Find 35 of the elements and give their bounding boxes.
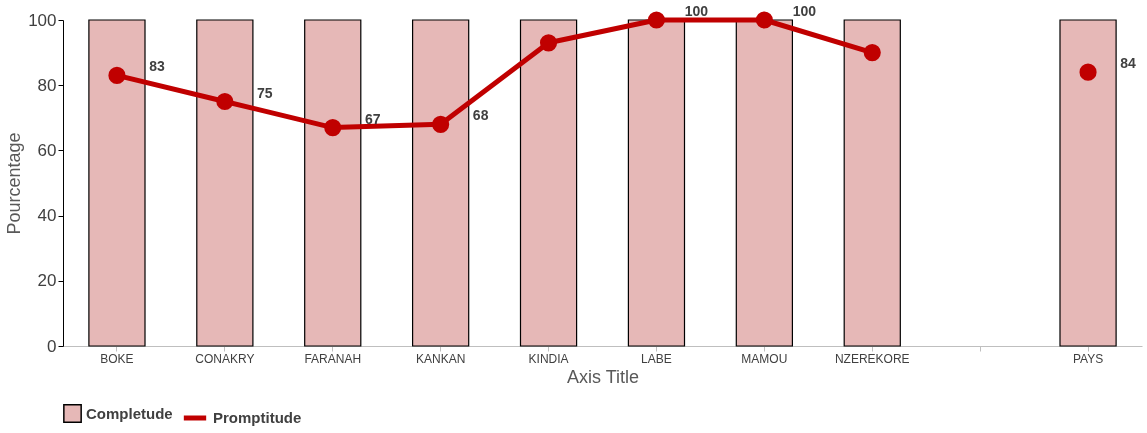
x-tick-label: CONAKRY (195, 351, 255, 366)
point (432, 115, 450, 133)
x-tick-label: PAYS (1072, 351, 1104, 366)
x-tick-label: NZEREKORE (834, 351, 910, 366)
data-label: 100 (792, 3, 817, 19)
point (324, 119, 342, 137)
y-tick-label: 80 (37, 75, 57, 95)
x-tick-label: BOKE (100, 351, 134, 366)
x-tick-label: FARANAH (304, 351, 362, 366)
x-tick-label: KINDIA (528, 351, 569, 366)
point (539, 34, 558, 52)
legend-label: Completude (86, 404, 173, 422)
x-tick-label: LABE (641, 351, 672, 366)
data-label: 83 (149, 58, 165, 75)
data-label: 75 (257, 84, 273, 101)
data-label: 67 (364, 110, 381, 127)
x-tick-label: MAMOU (741, 351, 788, 366)
y-axis-title: Pourcentage (4, 132, 25, 235)
x-tick-label: KANKAN (415, 351, 466, 366)
point (647, 11, 666, 29)
y-tick-label: 60 (37, 140, 57, 160)
point (108, 66, 126, 84)
point (216, 92, 234, 111)
y-tick-label: 100 (28, 10, 57, 30)
point (863, 44, 881, 62)
x-axis-title: Axis Title (566, 366, 640, 387)
point (755, 11, 773, 29)
point (1079, 63, 1097, 81)
data-label: 68 (472, 107, 489, 124)
y-tick-label: 0 (47, 336, 57, 356)
y-tick-label: 40 (37, 206, 57, 226)
data-label: 100 (684, 3, 709, 19)
legend-label: Promptitude (213, 409, 302, 426)
data-label: 84 (1120, 55, 1137, 72)
y-tick-label: 20 (37, 271, 57, 291)
